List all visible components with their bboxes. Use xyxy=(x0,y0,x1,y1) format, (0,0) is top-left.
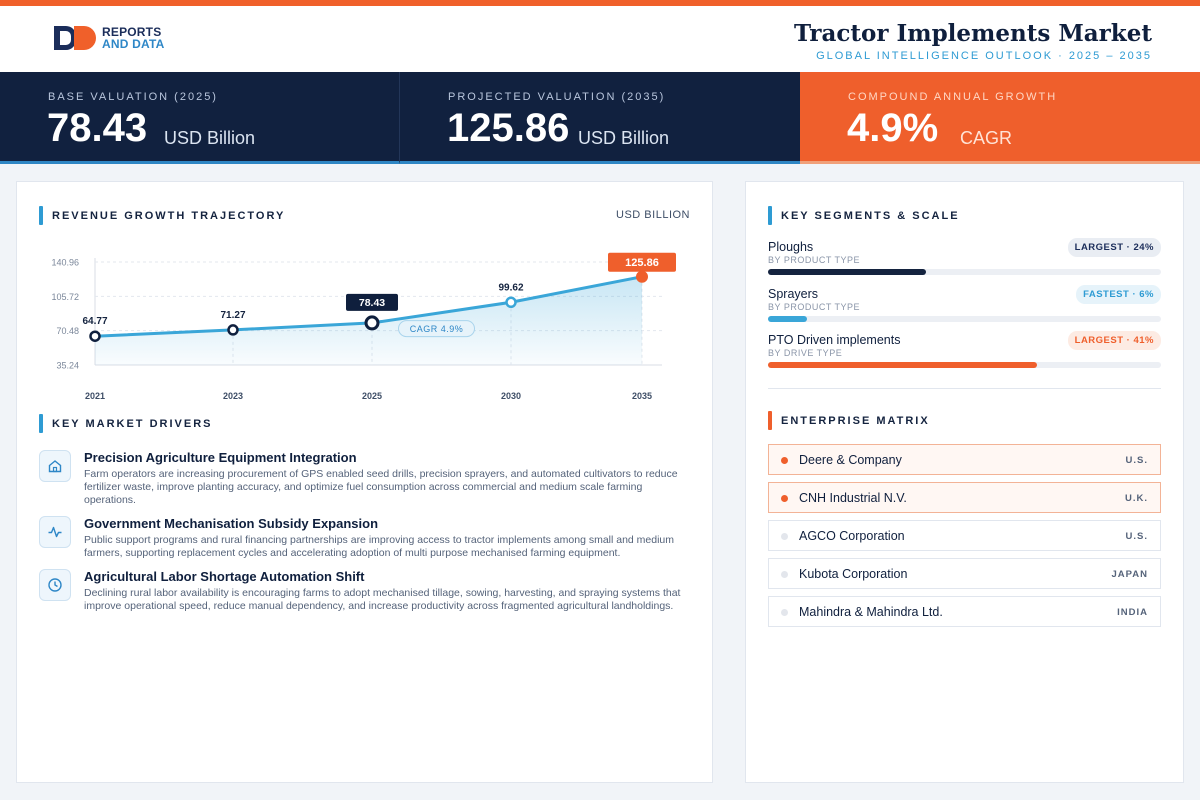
segment-name: Sprayers xyxy=(768,287,819,301)
enterprise-row[interactable]: CNH Industrial N.V. U.K. xyxy=(768,482,1161,513)
segment-badge: LARGEST · 24% xyxy=(1067,238,1161,257)
kpi-projected-valuation: PROJECTED VALUATION (2035) 125.86 USD Bi… xyxy=(400,72,800,164)
data-point[interactable] xyxy=(505,296,517,309)
data-point[interactable] xyxy=(89,330,101,342)
kpi-unit: USD Billion xyxy=(164,128,256,148)
drivers-section-title: KEY MARKET DRIVERS xyxy=(39,414,212,433)
data-point[interactable] xyxy=(636,270,648,283)
segment-bar-fill xyxy=(768,316,808,322)
status-dot-icon xyxy=(781,609,788,616)
driver-title: Agricultural Labor Shortage Automation S… xyxy=(84,569,365,584)
segment-bar-fill xyxy=(768,362,1038,368)
x-tick-label: 2023 xyxy=(223,391,243,401)
kpi-value: 125.86 xyxy=(447,106,570,150)
brand-logo: REPORTS AND DATA xyxy=(54,26,164,50)
kpi-label: BASE VALUATION (2025) xyxy=(48,91,218,103)
x-tick-label: 2025 xyxy=(362,391,382,401)
data-label: 64.77 xyxy=(82,316,107,327)
company-country: U.S. xyxy=(1125,455,1148,466)
company-name: CNH Industrial N.V. xyxy=(799,491,907,505)
segments-section-title: KEY SEGMENTS & SCALE xyxy=(768,206,960,225)
company-name: AGCO Corporation xyxy=(799,529,905,543)
kpi-label: COMPOUND ANNUAL GROWTH xyxy=(848,91,1058,103)
data-label: 99.62 xyxy=(498,282,523,293)
kpi-unit: USD Billion xyxy=(578,128,670,148)
data-label: 71.27 xyxy=(220,310,245,321)
x-tick-label: 2021 xyxy=(85,391,105,401)
kpi-value: 4.9% xyxy=(847,106,939,150)
segment-bar-track xyxy=(768,269,1161,275)
segment-bar-track xyxy=(768,316,1161,322)
home-icon xyxy=(39,450,71,482)
kpi-label: PROJECTED VALUATION (2035) xyxy=(448,91,666,103)
segment-category: BY DRIVE TYPE xyxy=(768,348,843,358)
driver-title: Precision Agriculture Equipment Integrat… xyxy=(84,450,357,465)
data-label: 125.86 xyxy=(625,257,659,269)
report-header: REPORTS AND DATA Tractor Implements Mark… xyxy=(0,6,1200,72)
revenue-section-title: REVENUE GROWTH TRAJECTORY xyxy=(39,206,285,225)
company-name: Deere & Company xyxy=(799,453,902,467)
data-label-bg xyxy=(608,252,676,272)
revenue-area xyxy=(95,276,642,365)
chart-unit-label: USD BILLION xyxy=(616,209,690,221)
driver-description: Public support programs and rural financ… xyxy=(84,534,675,559)
enterprise-row[interactable]: Kubota Corporation JAPAN xyxy=(768,558,1161,589)
page-title: Tractor Implements Market xyxy=(793,20,1152,47)
brand-line-1: REPORTS xyxy=(102,25,162,39)
clock-icon xyxy=(39,569,71,601)
driver-description: Declining rural labor availability is en… xyxy=(84,587,681,612)
revenue-panel: REVENUE GROWTH TRAJECTORY USD BILLION 14… xyxy=(16,181,713,783)
company-country: JAPAN xyxy=(1111,569,1148,580)
company-country: U.S. xyxy=(1125,531,1148,542)
kpi-base-valuation: BASE VALUATION (2025) 78.43 USD Billion xyxy=(0,72,400,164)
cagr-annotation-pill xyxy=(398,320,475,338)
segments-panel: KEY SEGMENTS & SCALE Ploughs BY PRODUCT … xyxy=(745,181,1184,783)
section-divider xyxy=(768,388,1161,389)
x-tick-label: 2030 xyxy=(501,391,521,401)
company-name: Mahindra & Mahindra Ltd. xyxy=(799,605,943,619)
x-tick-label: 2035 xyxy=(632,391,652,401)
enterprise-row[interactable]: Mahindra & Mahindra Ltd. INDIA xyxy=(768,596,1161,627)
data-point[interactable] xyxy=(227,324,239,336)
status-dot-icon xyxy=(781,495,788,502)
brand-wordmark: REPORTS AND DATA xyxy=(102,26,164,50)
data-point[interactable] xyxy=(364,315,380,331)
activity-icon xyxy=(39,516,71,548)
company-country: U.K. xyxy=(1125,493,1148,504)
enterprise-row[interactable]: AGCO Corporation U.S. xyxy=(768,520,1161,551)
status-dot-icon xyxy=(781,533,788,540)
segment-bar-fill xyxy=(768,269,926,275)
enterprise-row[interactable]: Deere & Company U.S. xyxy=(768,444,1161,475)
segment-name: Ploughs xyxy=(768,240,814,254)
kpi-cagr: COMPOUND ANNUAL GROWTH 4.9% CAGR xyxy=(800,72,1200,164)
top-accent-bar xyxy=(0,0,1200,6)
company-country: INDIA xyxy=(1117,607,1148,618)
segment-category: BY PRODUCT TYPE xyxy=(768,255,861,265)
data-label: 78.43 xyxy=(359,297,385,309)
brand-mark-icon xyxy=(54,26,98,50)
segment-bar-track xyxy=(768,362,1161,368)
y-tick-label: 70.48 xyxy=(56,326,79,336)
y-tick-label: 105.72 xyxy=(51,292,79,302)
segment-category: BY PRODUCT TYPE xyxy=(768,302,861,312)
kpi-unit: CAGR xyxy=(960,128,1013,148)
brand-line-2: AND DATA xyxy=(102,37,165,51)
status-dot-icon xyxy=(781,457,788,464)
kpi-strip: BASE VALUATION (2025) 78.43 USD Billion … xyxy=(0,72,1200,164)
y-tick-label: 140.96 xyxy=(51,258,79,268)
cagr-annotation: CAGR 4.9% xyxy=(410,324,464,334)
driver-description: Farm operators are increasing procuremen… xyxy=(84,468,678,506)
company-name: Kubota Corporation xyxy=(799,567,908,581)
driver-title: Government Mechanisation Subsidy Expansi… xyxy=(84,516,379,531)
kpi-value: 78.43 xyxy=(47,106,148,150)
data-label-bg xyxy=(346,293,398,311)
revenue-chart: 140.96 105.72 70.48 35.24 2021 64.77 2023 71.27… xyxy=(51,252,676,401)
status-dot-icon xyxy=(781,571,788,578)
segment-name: PTO Driven implements xyxy=(768,333,901,347)
enterprise-section-title: ENTERPRISE MATRIX xyxy=(768,411,930,430)
segment-badge: FASTEST · 6% xyxy=(1076,285,1161,304)
page-subtitle: GLOBAL INTELLIGENCE OUTLOOK · 2025 – 203… xyxy=(816,50,1152,62)
y-tick-label: 35.24 xyxy=(56,361,79,371)
segment-badge: LARGEST · 41% xyxy=(1067,331,1161,350)
